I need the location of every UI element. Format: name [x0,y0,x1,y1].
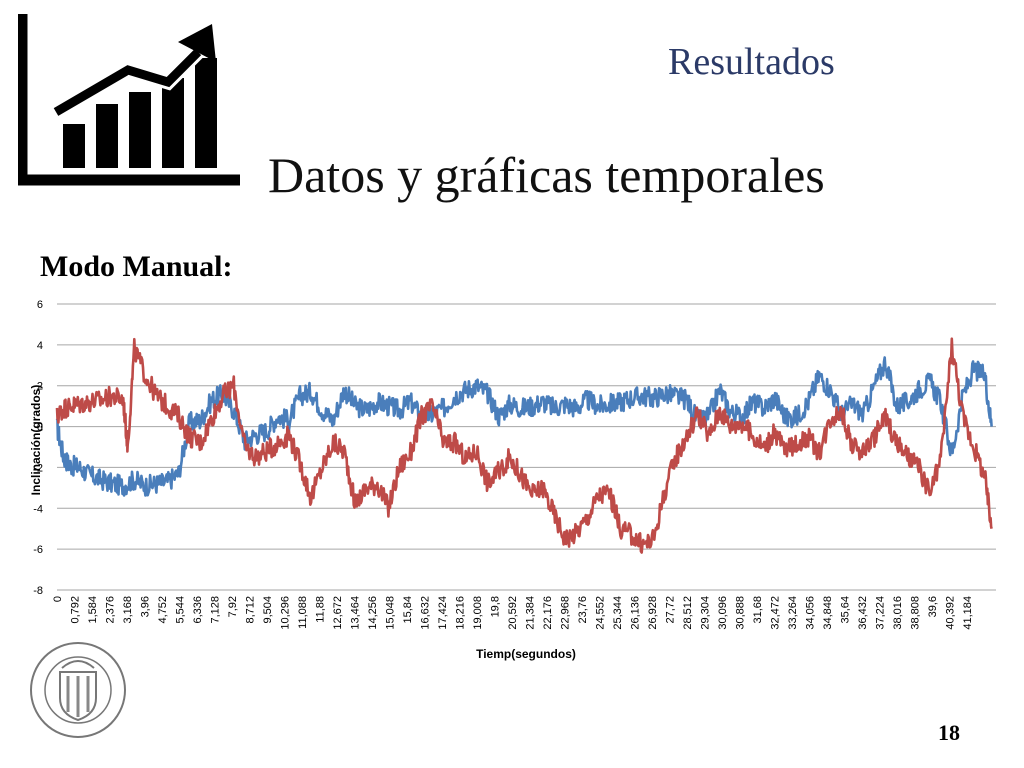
section-title: Resultados [668,41,835,83]
y-tick-label: 4 [37,340,43,352]
university-seal-icon [30,642,126,738]
y-tick-label: -4 [33,503,43,515]
x-tick-label: 32,472 [769,596,781,630]
x-tick-label: 3,96 [139,596,151,617]
y-axis-label: Inclinación(grados) [29,385,43,496]
x-tick-label: 26,136 [629,596,641,630]
x-tick-label: 4,752 [157,596,169,624]
x-tick-label: 30,888 [734,596,746,630]
series-line-1 [55,356,993,497]
x-tick-label: 33,264 [787,596,799,630]
y-tick-label: 0 [37,422,43,434]
x-tick-label: 8,712 [244,596,256,624]
x-tick-label: 7,92 [227,596,239,617]
x-tick-label: 34,848 [822,596,834,630]
x-axis-ticks: 0 0,792 1,584 2,376 3,168 3,96 4,752 5,544 6,336… [52,596,974,630]
x-tick-label: 7,128 [209,596,221,624]
y-tick-label: 2 [37,381,43,393]
chart-series [55,337,993,554]
x-tick-label: 26,928 [647,596,659,630]
x-tick-label: 13,464 [349,596,361,630]
y-tick-label: -6 [33,544,43,556]
x-tick-label: 23,76 [577,596,589,624]
x-tick-label: 16,632 [419,596,431,630]
x-tick-label: 28,512 [682,596,694,630]
x-tick-label: 10,296 [279,596,291,630]
x-tick-label: 35,64 [839,596,851,624]
x-tick-label: 0 [52,596,64,602]
page-title: Datos y gráficas temporales [268,147,825,203]
x-tick-label: 1,584 [87,596,99,624]
x-tick-label: 39,6 [927,596,939,617]
x-tick-label: 12,672 [332,596,344,630]
x-tick-label: 38,016 [892,596,904,630]
x-tick-label: 5,544 [174,596,186,624]
x-tick-label: 0,792 [69,596,81,624]
x-tick-label: 31,68 [752,596,764,624]
x-tick-label: 19,008 [472,596,484,630]
x-tick-label: 20,592 [507,596,519,630]
y-tick-label: -8 [33,585,43,597]
x-tick-label: 11,88 [314,596,326,623]
x-tick-label: 22,968 [559,596,571,630]
x-tick-label: 22,176 [542,596,554,630]
chart-grid [57,303,996,591]
x-tick-label: 36,432 [857,596,869,630]
x-tick-label: 34,056 [804,596,816,630]
x-tick-label: 37,224 [874,596,886,630]
x-tick-label: 6,336 [192,596,204,624]
series-line-2 [55,337,993,554]
growth-chart-icon [18,14,240,186]
x-tick-label: 2,376 [104,596,116,624]
mode-label: Modo Manual: [40,250,233,283]
x-tick-label: 15,048 [384,596,396,630]
page-number: 18 [938,720,960,745]
x-tick-label: 40,392 [944,596,956,630]
x-tick-label: 24,552 [594,596,606,630]
x-tick-label: 30,096 [717,596,729,630]
x-axis-label: Tiemp(segundos) [476,647,576,661]
x-tick-label: 3,168 [122,596,134,624]
y-axis-ticks: 6 4 2 0 -2 -4 -6 -8 [33,299,43,597]
x-tick-label: 15,84 [402,596,414,624]
x-tick-label: 19,8 [489,596,501,617]
x-tick-label: 14,256 [367,596,379,630]
x-tick-label: 38,808 [909,596,921,630]
x-tick-label: 27,72 [664,596,676,624]
x-tick-label: 25,344 [612,596,624,630]
line-chart: 6 4 2 0 -2 -4 -6 -8 0 0,792 1,584 2,376 3,168 3,96 4,… [29,299,996,661]
x-tick-label: 9,504 [262,596,274,624]
x-tick-label: 11,088 [297,596,309,629]
x-tick-label: 21,384 [524,596,536,630]
x-tick-label: 41,184 [962,596,974,630]
y-tick-label: -2 [33,462,43,474]
x-tick-label: 29,304 [699,596,711,630]
x-tick-label: 17,424 [437,596,449,630]
y-tick-label: 6 [37,299,43,311]
x-tick-label: 18,216 [454,596,466,630]
